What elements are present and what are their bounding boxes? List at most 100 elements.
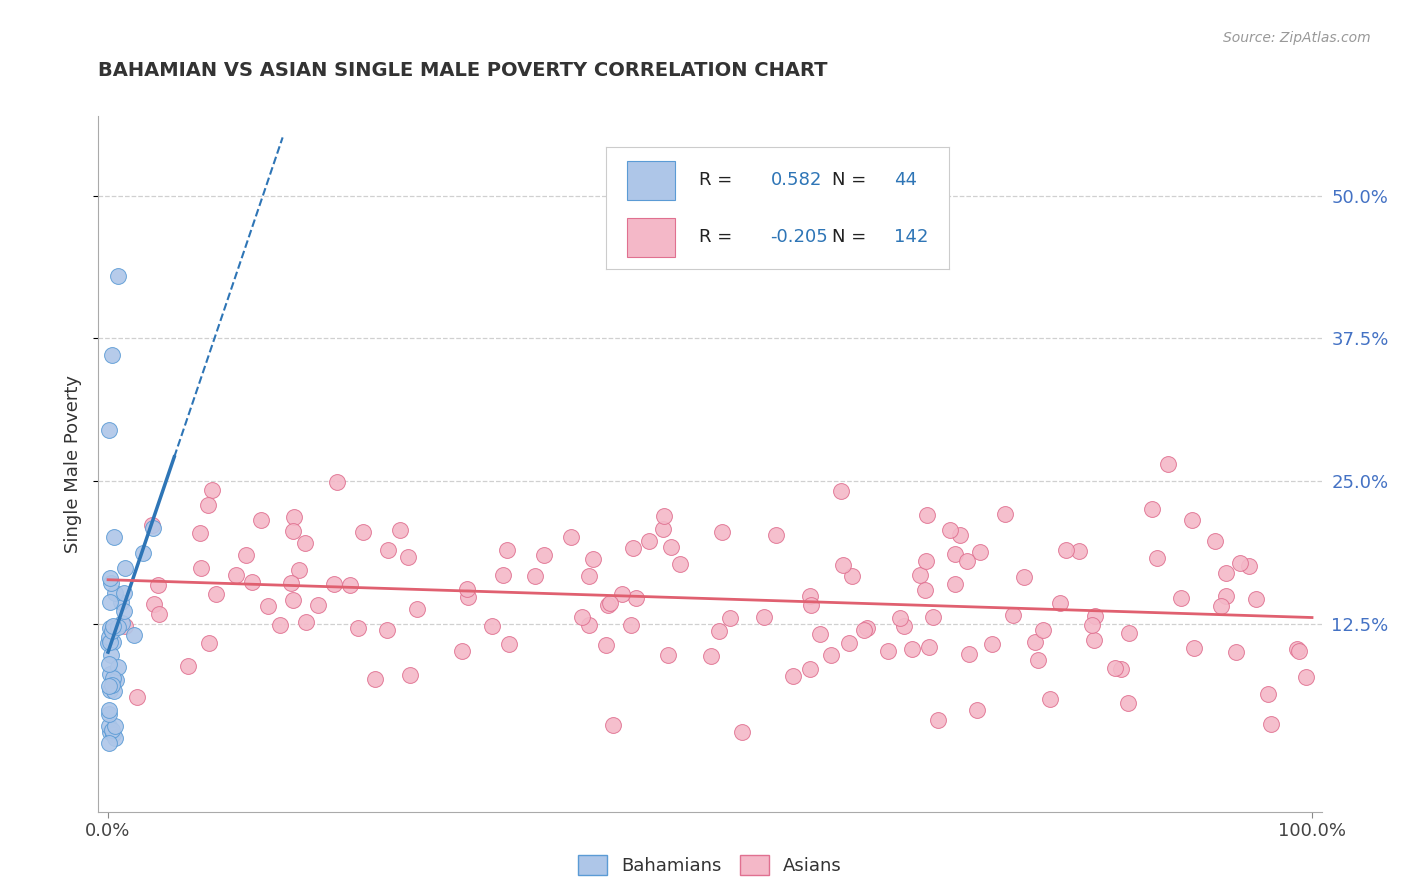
Point — [235, 548, 257, 562]
Y-axis label: Single Male Poverty: Single Male Poverty — [65, 375, 83, 553]
Point — [969, 545, 991, 559]
Point — [1181, 513, 1204, 527]
Point — [364, 672, 387, 686]
Point — [808, 627, 831, 641]
Point — [112, 585, 135, 599]
Point — [1140, 501, 1163, 516]
Point — [915, 554, 938, 568]
Point — [668, 558, 690, 572]
Point — [98, 666, 121, 681]
Point — [623, 541, 645, 556]
Point — [107, 620, 129, 634]
Point — [322, 576, 344, 591]
Point — [1054, 543, 1077, 558]
Point — [457, 590, 479, 604]
Point — [1295, 670, 1317, 684]
Point — [1118, 626, 1140, 640]
Point — [956, 554, 979, 568]
Point — [602, 718, 624, 732]
Point — [197, 498, 219, 512]
Point — [339, 578, 361, 592]
Point — [100, 571, 122, 585]
Point — [101, 634, 124, 648]
Point — [852, 624, 875, 638]
Point — [100, 724, 122, 739]
Point — [1244, 591, 1267, 606]
Point — [283, 524, 305, 539]
Point — [112, 604, 135, 618]
Point — [699, 648, 721, 663]
Point — [100, 349, 122, 363]
Point — [820, 648, 842, 662]
Point — [596, 599, 619, 613]
Point — [98, 621, 121, 635]
Point — [1215, 566, 1237, 581]
Point — [1170, 591, 1192, 605]
Point — [533, 548, 555, 562]
Point — [347, 621, 370, 635]
Point — [943, 547, 966, 561]
Point — [142, 520, 165, 534]
Point — [283, 510, 305, 524]
Point — [190, 561, 212, 575]
Text: BAHAMIAN VS ASIAN SINGLE MALE POVERTY CORRELATION CHART: BAHAMIAN VS ASIAN SINGLE MALE POVERTY CO… — [98, 62, 828, 80]
Point — [841, 569, 863, 583]
Point — [100, 648, 122, 663]
Point — [325, 475, 347, 490]
Point — [107, 660, 129, 674]
Point — [98, 719, 121, 733]
Point — [100, 595, 122, 609]
Point — [1237, 558, 1260, 573]
Point — [1288, 644, 1310, 658]
Point — [100, 683, 122, 698]
Point — [571, 609, 593, 624]
Point — [269, 618, 291, 632]
Point — [948, 528, 970, 542]
Point — [100, 575, 122, 590]
Point — [111, 615, 134, 630]
Point — [352, 525, 374, 540]
Point — [914, 583, 936, 598]
Point — [957, 647, 980, 661]
Point — [731, 724, 754, 739]
Point — [101, 727, 124, 741]
Point — [1229, 557, 1251, 571]
Point — [908, 567, 931, 582]
Point — [281, 593, 304, 607]
Point — [799, 589, 821, 603]
Point — [388, 524, 411, 538]
Point — [249, 513, 271, 527]
Point — [101, 673, 124, 687]
Point — [288, 563, 311, 577]
Point — [915, 508, 938, 523]
Point — [104, 673, 127, 687]
Point — [114, 561, 136, 575]
Point — [100, 678, 122, 692]
Point — [98, 657, 121, 672]
Point — [1001, 608, 1024, 623]
Point — [1116, 696, 1139, 710]
Point — [1182, 641, 1205, 656]
Point — [718, 611, 741, 625]
Point — [132, 546, 155, 560]
Point — [626, 591, 648, 605]
Point — [141, 518, 163, 533]
Point — [98, 634, 121, 648]
Point — [1069, 543, 1091, 558]
Point — [782, 669, 804, 683]
Point — [877, 643, 900, 657]
Point — [103, 531, 125, 545]
Point — [103, 684, 125, 698]
Point — [993, 507, 1015, 521]
Point — [177, 659, 200, 673]
Point — [1156, 457, 1178, 471]
Point — [1032, 623, 1054, 637]
Point — [1204, 533, 1226, 548]
Point — [1260, 717, 1282, 731]
Point — [637, 534, 659, 549]
Point — [1081, 618, 1104, 632]
Point — [107, 268, 129, 283]
Point — [396, 550, 419, 565]
Point — [889, 611, 911, 625]
Point — [498, 637, 520, 651]
